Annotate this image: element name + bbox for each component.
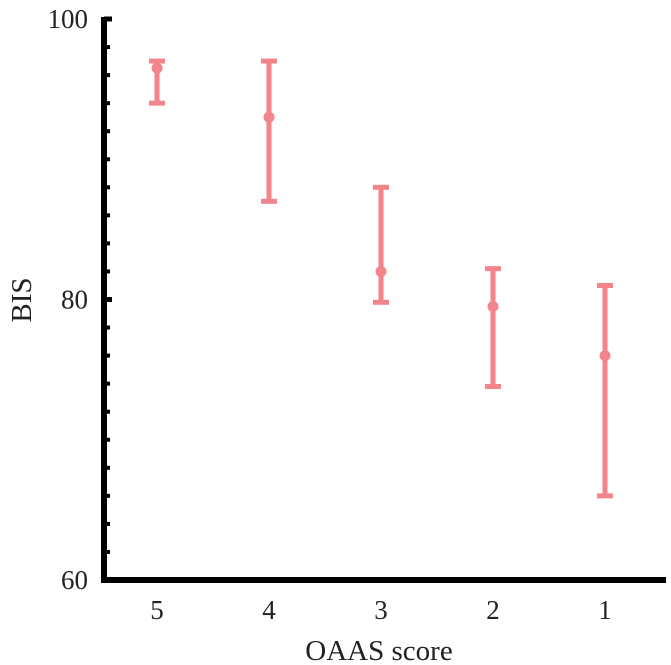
y-tick-label: 80 <box>61 285 88 315</box>
mean-point <box>263 111 275 123</box>
mean-point <box>599 350 611 362</box>
error-bars <box>149 58 613 499</box>
y-tick-label: 60 <box>61 565 88 595</box>
mean-point <box>487 301 499 313</box>
x-axis-tick-labels: 5 4 3 2 1 <box>150 595 612 625</box>
x-tick-label: 5 <box>150 595 164 625</box>
x-axis-title: OAAS score <box>305 635 452 665</box>
y-axis-title: BIS <box>6 277 38 322</box>
x-tick-label: 2 <box>486 595 500 625</box>
error-bar <box>597 282 613 499</box>
mean-point <box>375 265 387 277</box>
y-axis-tick-labels: 60 80 100 <box>48 4 89 595</box>
error-bar <box>485 266 501 389</box>
mean-points <box>151 62 611 362</box>
x-tick-label: 1 <box>598 595 612 625</box>
x-tick-label: 3 <box>374 595 388 625</box>
error-bar <box>373 184 389 305</box>
x-tick-label: 4 <box>262 595 276 625</box>
y-tick-label: 100 <box>48 4 89 34</box>
mean-point <box>151 62 163 74</box>
error-bar <box>261 58 277 204</box>
